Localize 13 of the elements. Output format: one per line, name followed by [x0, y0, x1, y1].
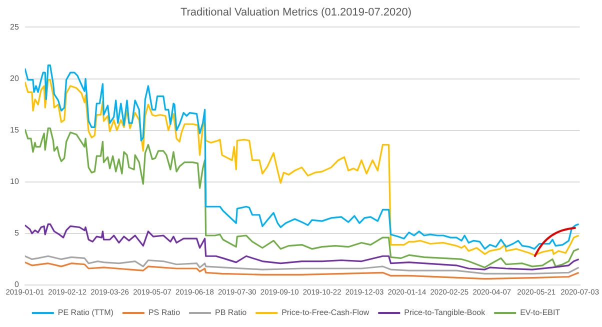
legend-label: EV-to-EBIT	[520, 308, 560, 318]
legend-label: PS Ratio	[148, 308, 181, 318]
y-tick-label: 25	[10, 22, 20, 32]
legend-label: PB Ratio	[215, 308, 248, 318]
legend-label: Price-to-Tangible-Book	[404, 308, 486, 318]
chart-title: Traditional Valuation Metrics (01.2019-07.2020)	[180, 6, 412, 19]
y-tick-label: 20	[10, 74, 20, 83]
y-tick-label: 5	[14, 228, 20, 238]
legend-label: PE Ratio (TTM)	[58, 308, 114, 318]
legend-label: Price-to-Free-Cash-Flow	[282, 308, 370, 318]
y-tick-label: 10	[10, 177, 20, 186]
y-tick-label: 15	[10, 126, 20, 135]
y-tick-label: 0	[14, 280, 20, 290]
